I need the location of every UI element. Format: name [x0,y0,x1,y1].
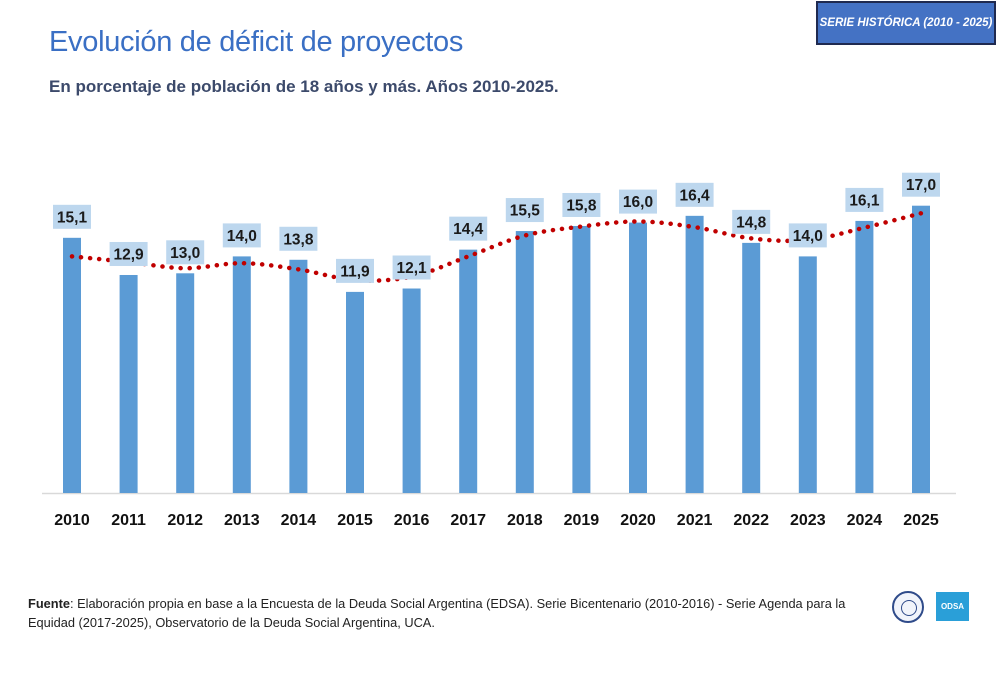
x-tick-label: 2017 [450,512,486,529]
data-label: 15,8 [566,197,597,214]
bar-2013 [232,256,251,493]
bar-2010 [63,237,81,493]
bar-2023 [798,256,817,493]
data-label: 15,5 [510,203,541,220]
data-label-bg [788,223,827,248]
data-label: 14,4 [453,221,484,238]
data-label-bg [845,187,884,212]
data-label: 13,0 [170,245,200,262]
bar-2014 [289,259,308,493]
x-tick-label: 2012 [167,512,203,529]
x-tick-label: 2011 [111,512,146,529]
data-label-bg [562,192,601,217]
data-label: 16,4 [680,187,711,204]
bar-2020 [629,222,647,493]
bar-2024 [855,220,874,493]
data-label-bg [392,255,431,280]
data-label-bg [166,240,205,265]
x-tick-label: 2021 [677,512,713,529]
data-label: 12,1 [397,260,428,277]
data-label: 14,0 [793,228,823,245]
data-label-bg [222,223,261,248]
x-tick-label: 2020 [620,512,656,529]
data-label-bg [675,182,714,207]
data-label: 13,8 [283,231,314,248]
bar-2015 [346,291,364,493]
data-label-bg [109,241,148,266]
bar-2018 [515,231,534,494]
x-tick-label: 2024 [847,512,883,529]
bar-2011 [119,274,138,493]
data-label: 17,0 [906,177,936,194]
uca-seal-logo [892,591,924,623]
data-label-bg [336,258,374,283]
series-badge: SERIE HISTÓRICA (2010 - 2025) [816,1,996,45]
x-tick-label: 2015 [337,512,373,529]
x-tick-label: 2014 [281,512,317,529]
data-label: 15,1 [57,209,88,226]
x-tick-label: 2010 [54,512,90,529]
data-label-bg [53,204,91,229]
source-text: : Elaboración propia en base a la Encues… [28,596,846,630]
data-label: 14,8 [736,214,767,231]
data-label-bg [505,198,544,223]
data-label-bg [279,226,318,251]
data-label-bg [619,189,657,214]
bar-2016 [402,288,421,493]
data-label: 11,9 [340,263,370,280]
data-label: 16,0 [623,194,653,211]
source-label: Fuente [28,596,70,611]
data-label-bg [902,172,940,197]
x-tick-label: 2018 [507,512,543,529]
chart-subtitle: En porcentaje de población de 18 años y … [49,77,559,96]
data-label: 14,0 [227,228,257,245]
x-tick-label: 2023 [790,512,826,529]
source-note: Fuente: Elaboración propia en base a la … [28,594,878,632]
x-tick-label: 2013 [224,512,260,529]
bar-2025 [912,205,930,493]
data-label-bg [732,209,771,234]
x-tick-label: 2016 [394,512,430,529]
bar-2019 [572,225,591,494]
chart-title: Evolución de déficit de proyectos [49,26,464,58]
trend-line [69,211,924,283]
odsa-logo: ODSA [936,592,969,621]
bar-2021 [685,215,704,493]
x-tick-label: 2025 [903,512,939,529]
bar-2017 [459,249,478,493]
data-label: 12,9 [114,246,145,263]
data-label-bg [449,216,488,241]
bar-2012 [176,273,195,493]
x-tick-label: 2019 [564,512,600,529]
x-tick-label: 2022 [733,512,769,529]
data-label: 16,1 [849,192,880,209]
bar-2022 [742,242,761,493]
